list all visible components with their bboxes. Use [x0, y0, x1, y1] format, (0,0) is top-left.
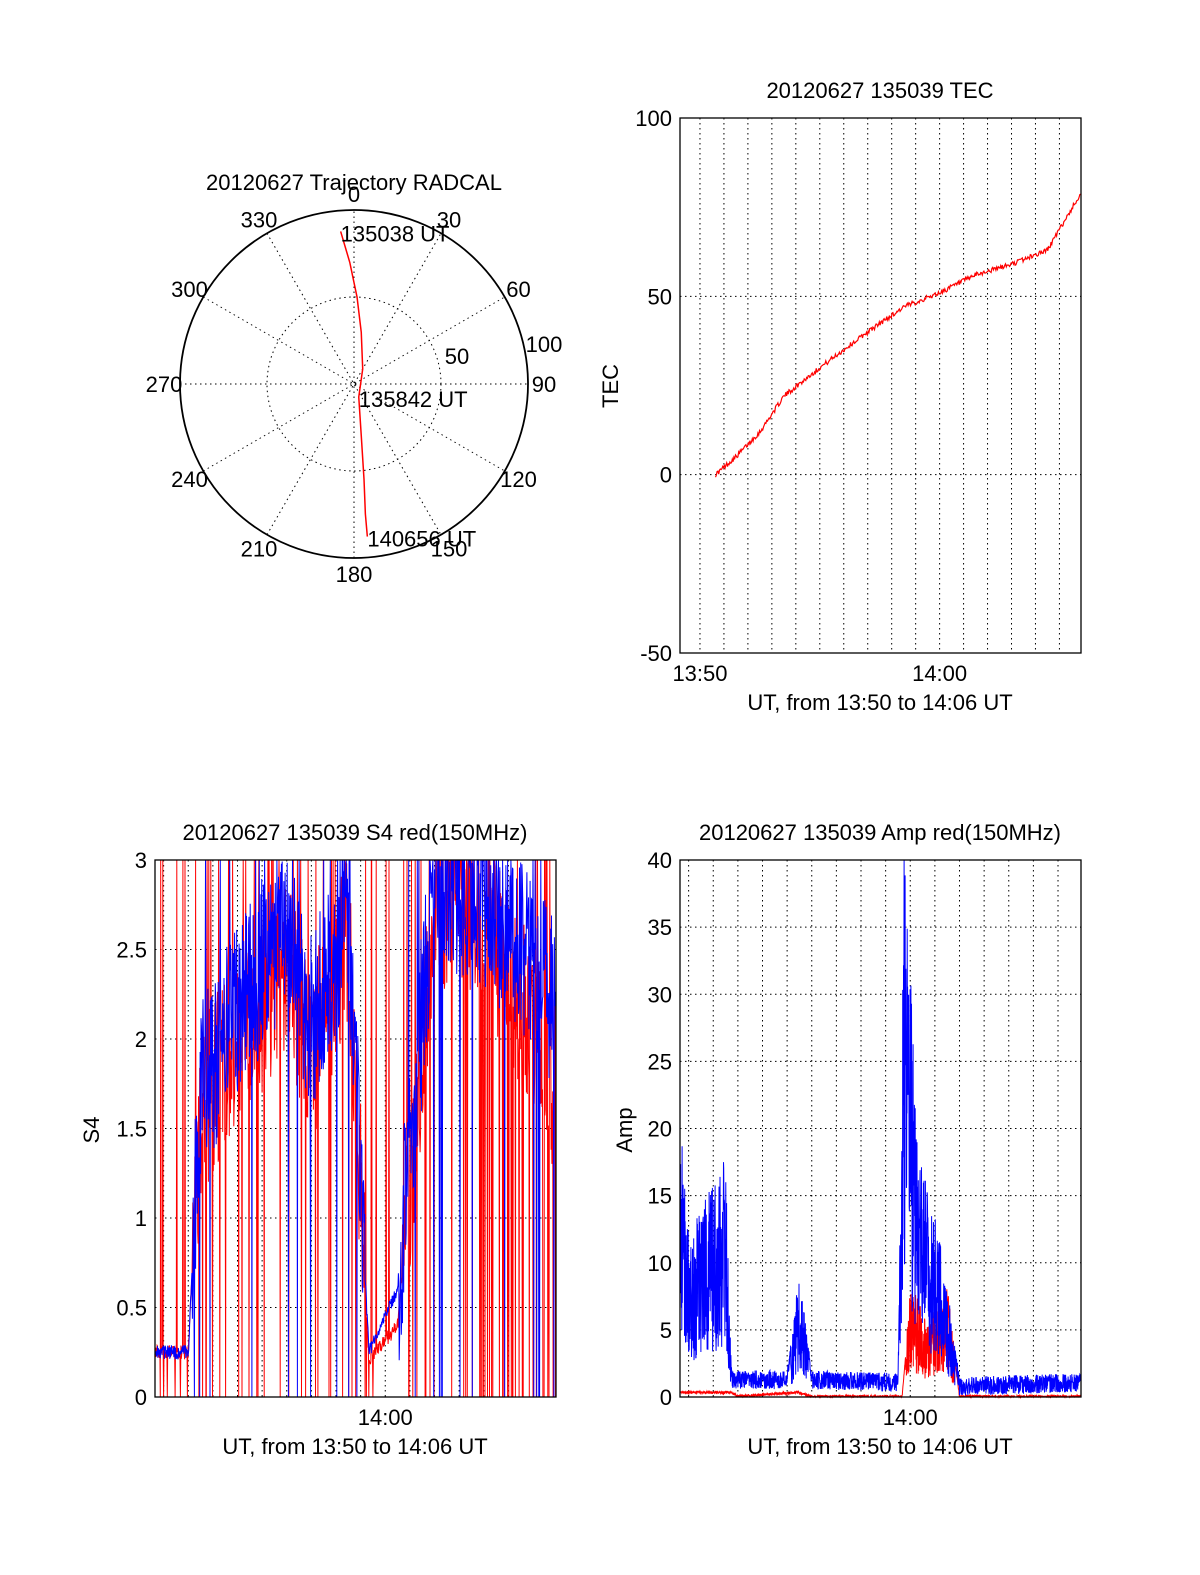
amp-frame	[679, 859, 1082, 1398]
x-tick-label: 14:00	[883, 1405, 938, 1430]
polar-spoke	[203, 296, 505, 472]
amp-ylabel: Amp	[612, 1107, 637, 1152]
amp-xlabel: UT, from 13:50 to 14:06 UT	[747, 1434, 1012, 1459]
y-tick-label: 2.5	[116, 938, 147, 963]
s4-ylabel: S4	[79, 1117, 104, 1144]
polar-grid	[180, 210, 528, 558]
polar-spoke	[266, 233, 442, 535]
y-tick-label: 15	[648, 1184, 672, 1209]
y-tick-label: 50	[648, 284, 672, 309]
polar-radial-label: 50	[445, 344, 469, 369]
polar-angle-label: 270	[146, 372, 183, 397]
s4-series	[154, 859, 557, 1398]
y-tick-label: 3	[135, 848, 147, 873]
polar-time-annotation: 135038 UT	[341, 221, 450, 246]
y-tick-label: 20	[648, 1117, 672, 1142]
polar-spoke	[266, 233, 442, 535]
x-tick-label: 14:00	[912, 661, 967, 686]
amp-blue-series-line	[679, 859, 1082, 1396]
s4-blue-series-line	[154, 859, 557, 1398]
y-tick-label: 40	[648, 848, 672, 873]
y-tick-label: 35	[648, 915, 672, 940]
y-tick-label: 0.5	[116, 1296, 147, 1321]
s4-xlabel: UT, from 13:50 to 14:06 UT	[222, 1434, 487, 1459]
polar-grid-circle	[266, 296, 442, 472]
x-tick-label: 14:00	[358, 1405, 413, 1430]
polar-angle-label: 180	[336, 562, 373, 587]
polar-angle-label: 300	[171, 277, 208, 302]
tec-ylabel: TEC	[598, 364, 623, 408]
y-tick-label: 1	[135, 1206, 147, 1231]
polar-angle-label: 120	[500, 467, 537, 492]
y-tick-label: 25	[648, 1049, 672, 1074]
x-tick-label: 13:50	[672, 661, 727, 686]
polar-angle-label: 60	[506, 277, 530, 302]
y-tick-label: 1.5	[116, 1117, 147, 1142]
polar-spoke	[203, 296, 505, 472]
polar-outer-circle	[179, 209, 529, 559]
s4-panel: 20120627 135039 S4 red(150MHz) 0 0.5 1 1.5 2…	[79, 820, 557, 1459]
y-tick-label: 2	[135, 1027, 147, 1052]
y-tick-label: 0	[135, 1385, 147, 1410]
tec-frame	[679, 117, 1082, 654]
polar-trajectory-line	[339, 231, 369, 537]
y-tick-label: 10	[648, 1251, 672, 1276]
tec-tick-labels: -50 0 50 100 13:50 14:00	[635, 106, 967, 686]
polar-angle-label: 30	[437, 207, 461, 232]
y-tick-label: 100	[635, 106, 672, 131]
polar-panel: 20120627 Trajectory RADCAL 0 30 60 90 120 150…	[146, 170, 563, 587]
amp-tick-labels: 0 5 10 15 20 25 30 35 40 14:00	[648, 848, 938, 1430]
amp-grid	[680, 860, 1081, 1397]
amp-panel: 20120627 135039 Amp red(150MHz) 0 5 10 15 20…	[612, 820, 1082, 1459]
polar-time-annotation: 140656 UT	[367, 527, 476, 552]
s4-tick-labels: 0 0.5 1 1.5 2 2.5 3 14:00	[116, 848, 412, 1430]
tec-series	[714, 193, 1081, 478]
polar-title: 20120627 Trajectory RADCAL	[206, 170, 502, 195]
y-tick-label: 30	[648, 982, 672, 1007]
polar-angle-label: 210	[241, 537, 278, 562]
y-tick-label: -50	[640, 641, 672, 666]
tec-title: 20120627 135039 TEC	[766, 78, 993, 103]
tec-grid	[680, 118, 1081, 653]
polar-series	[339, 231, 369, 537]
tec-xlabel: UT, from 13:50 to 14:06 UT	[747, 690, 1012, 715]
y-tick-label: 0	[660, 1385, 672, 1410]
polar-angle-label: 0	[348, 182, 360, 207]
polar-time-annotation: 135842 UT	[359, 387, 468, 412]
tec-series-line	[714, 193, 1081, 478]
polar-labels: 0 30 60 90 120 150 180 210 240 270 300 330 50 100	[146, 182, 563, 587]
y-tick-label: 0	[660, 463, 672, 488]
polar-annotations: 135038 UT 135842 UT 140656 UT	[341, 221, 477, 551]
polar-radial-label: 100	[526, 332, 563, 357]
s4-title: 20120627 135039 S4 red(150MHz)	[183, 820, 528, 845]
amp-title: 20120627 135039 Amp red(150MHz)	[699, 820, 1061, 845]
polar-angle-label: 330	[241, 207, 278, 232]
y-tick-label: 5	[660, 1318, 672, 1343]
polar-angle-label: 240	[171, 467, 208, 492]
s4-frame	[154, 859, 557, 1398]
polar-angle-label: 150	[431, 537, 468, 562]
polar-angle-label: 90	[532, 372, 556, 397]
